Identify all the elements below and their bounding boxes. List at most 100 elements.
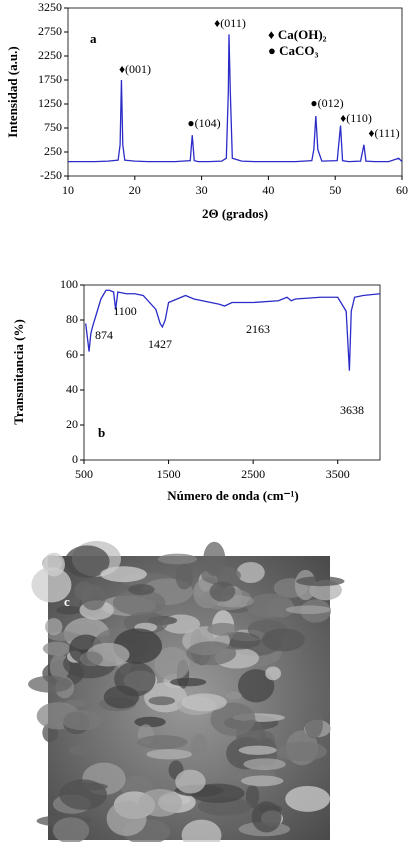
sem-grain [238, 745, 277, 755]
data-line [68, 34, 403, 163]
sem-grain [61, 710, 103, 731]
x-tick-label: 40 [262, 183, 274, 197]
annotation: ♦(111) [368, 126, 399, 140]
sem-grain [100, 566, 147, 583]
y-tick-label: 100 [60, 277, 78, 291]
data-line [85, 289, 381, 371]
sem-grain [237, 669, 275, 703]
sem-grain [285, 605, 331, 615]
panel-label: b [98, 425, 105, 440]
annotation: ♦(001) [119, 62, 151, 76]
x-axis-label: Número de onda (cm⁻¹) [167, 488, 298, 503]
x-axis-label: 2Θ (grados) [202, 206, 268, 221]
sem-grain [296, 576, 345, 587]
sem-grain [157, 553, 198, 565]
sem-grain [42, 641, 71, 656]
annotation: 3638 [340, 403, 364, 417]
y-tick-label: 0 [72, 452, 78, 466]
y-tick-label: 1250 [38, 96, 62, 110]
annotation: ●(012) [310, 96, 343, 110]
sem-grain [170, 677, 207, 687]
y-tick-label: 3250 [38, 0, 62, 14]
x-tick-label: 20 [129, 183, 141, 197]
sem-grain [103, 685, 140, 709]
sem-grain [236, 561, 265, 584]
sem-grain [79, 651, 103, 667]
sem-grain [134, 716, 166, 728]
sem-grain [181, 693, 227, 712]
sem-grain [28, 675, 72, 693]
sem-grain [52, 817, 90, 844]
annotation: ●(104) [187, 116, 220, 130]
x-tick-label: 1500 [157, 467, 181, 481]
sem-grain [186, 641, 237, 666]
x-tick-label: 50 [329, 183, 341, 197]
sem-grain [175, 563, 194, 590]
x-tick-label: 2500 [241, 467, 265, 481]
sem-grain [261, 628, 305, 652]
sem-grain [265, 666, 282, 681]
sem-grain [148, 696, 176, 706]
annotation: 2163 [246, 322, 270, 336]
sem-grain [138, 788, 183, 817]
annotation: ♦ Ca(OH)₂ [268, 27, 327, 42]
plot-frame [67, 7, 403, 177]
sem-grain [285, 785, 331, 812]
sem-grain [251, 801, 282, 833]
annotation: 874 [95, 328, 113, 342]
plot-frame [83, 284, 381, 461]
annotation: 1427 [148, 337, 172, 351]
x-tick-label: 10 [62, 183, 74, 197]
sem-grain [225, 691, 242, 700]
y-tick-label: 750 [44, 120, 62, 134]
sem-grain [66, 782, 108, 791]
sem-grain [56, 605, 82, 615]
sem-grain [128, 584, 155, 595]
panel-label: c [64, 594, 70, 609]
y-tick-label: 2750 [38, 24, 62, 38]
sem-grain [66, 623, 100, 635]
annotation: ● CaCO₃ [268, 43, 318, 58]
sem-grain [243, 758, 286, 771]
x-tick-label: 500 [75, 467, 93, 481]
panel-label: a [90, 31, 97, 46]
y-tick-label: 40 [66, 382, 78, 396]
sem-grain [112, 589, 166, 616]
y-tick-label: 2250 [38, 48, 62, 62]
sem-grain [240, 775, 284, 787]
annotation: ♦(110) [340, 111, 372, 125]
sem-grain [304, 711, 323, 739]
y-tick-label: 250 [44, 144, 62, 158]
sem-grain [154, 646, 191, 681]
y-tick-label: 1750 [38, 72, 62, 86]
sem-grain [207, 622, 239, 636]
x-tick-label: 3500 [326, 467, 350, 481]
sem-grain [245, 784, 260, 808]
sem-grain [69, 745, 90, 756]
sem-grain [190, 733, 207, 762]
sem-grain [210, 702, 256, 736]
x-tick-label: 60 [396, 183, 408, 197]
y-axis-label: Transmitancia (%) [11, 319, 26, 425]
x-tick-label: 30 [196, 183, 208, 197]
annotation: 1100 [113, 304, 137, 318]
sem-grain [146, 749, 193, 760]
y-tick-label: 60 [66, 347, 78, 361]
sem-grain [64, 545, 110, 578]
y-tick-label: 80 [66, 312, 78, 326]
sem-grain [203, 541, 226, 577]
sem-grain [137, 735, 188, 750]
sem-grain [106, 800, 147, 837]
y-tick-label: 20 [66, 417, 78, 431]
sem-image [28, 540, 345, 847]
sem-grain [80, 584, 106, 611]
annotation: ♦(011) [214, 16, 246, 30]
sem-grain [190, 783, 245, 803]
sem-grain [31, 567, 72, 603]
y-tick-label: -250 [40, 168, 62, 182]
sem-grain [175, 769, 206, 794]
sem-grain [246, 593, 294, 618]
sem-grain [45, 618, 63, 636]
sem-grain [276, 741, 327, 762]
